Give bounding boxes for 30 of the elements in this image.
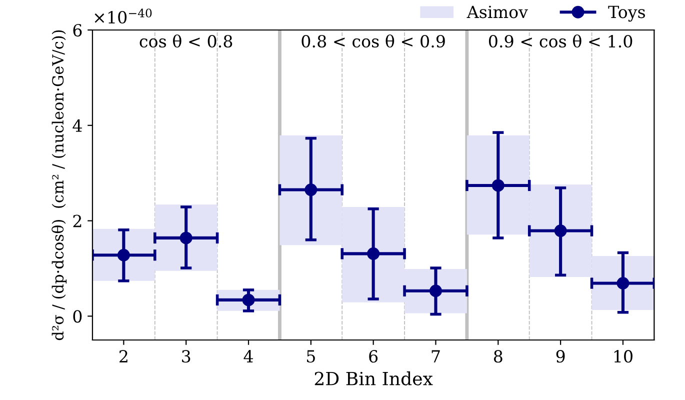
x-tick-label: 9 bbox=[556, 350, 565, 363]
y-tick-label: 6 bbox=[73, 24, 82, 37]
legend-label: Toys bbox=[608, 6, 645, 22]
point bbox=[242, 294, 255, 306]
point bbox=[492, 179, 504, 192]
y-tick-label: 2 bbox=[73, 214, 82, 228]
point bbox=[554, 224, 567, 238]
annotation: 0.8 < cos θ < 0.9 bbox=[302, 34, 445, 48]
x-tick-label: 4 bbox=[244, 350, 253, 362]
y-axis-title: d²σ / (dp·dcosθ) (cm² / (nucleon·GeV/c)) bbox=[52, 30, 67, 340]
legend-label: Asimov bbox=[466, 6, 528, 18]
point bbox=[304, 184, 318, 196]
point bbox=[429, 284, 442, 298]
point bbox=[367, 247, 380, 260]
x-tick-label: 7 bbox=[432, 350, 440, 362]
point bbox=[616, 276, 630, 290]
x-tick-label: 10 bbox=[614, 350, 632, 363]
text: ×10$^{−40}$ bbox=[94, 8, 152, 24]
point bbox=[180, 232, 192, 244]
x-tick-label: 2 bbox=[120, 350, 128, 362]
x-tick-label: 8 bbox=[494, 350, 502, 363]
x-axis-title: 2D Bin Index bbox=[314, 371, 433, 386]
point bbox=[117, 248, 130, 262]
annotation: cos θ < 0.8 bbox=[140, 34, 232, 48]
annotation: 0.9 < cos θ < 1.0 bbox=[488, 34, 632, 48]
y-tick-label: 0 bbox=[73, 310, 82, 323]
x-tick-label: 5 bbox=[307, 350, 315, 363]
x-tick-label: 3 bbox=[182, 350, 190, 363]
x-tick-label: 6 bbox=[369, 350, 378, 363]
y-tick-label: 4 bbox=[72, 119, 82, 132]
